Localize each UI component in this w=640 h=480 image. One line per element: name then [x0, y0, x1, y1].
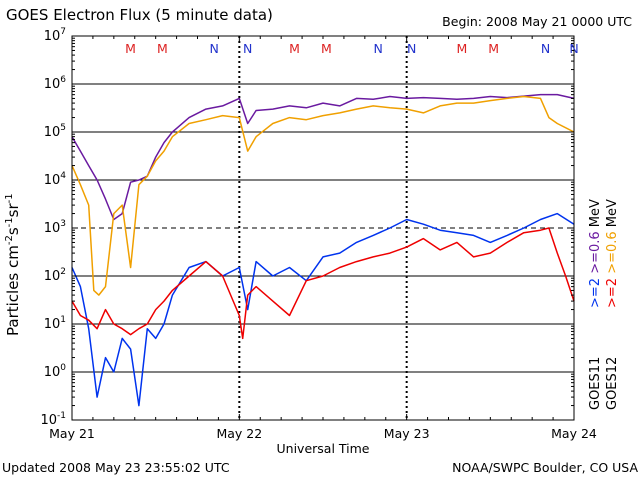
- legend-ge2-goes11: >=2 >=0.6 MeV: [588, 199, 603, 308]
- grid: [72, 36, 574, 420]
- marker-n: N: [243, 41, 252, 56]
- series-line-1: [71, 95, 575, 296]
- y-tick-label: 103: [44, 219, 66, 236]
- marker-m: M: [125, 41, 136, 56]
- y-tick-label: 107: [44, 27, 66, 44]
- y-tick-label: 102: [44, 267, 66, 284]
- series-lines: [71, 93, 575, 407]
- marker-n: N: [374, 41, 383, 56]
- y-tick-label: 105: [44, 123, 66, 140]
- marker-m: M: [456, 41, 467, 56]
- updated-time: Updated 2008 May 23 23:55:02 UTC: [2, 460, 230, 475]
- marker-n: N: [541, 41, 550, 56]
- marker-m: M: [157, 41, 168, 56]
- x-tick-label: May 24: [551, 426, 597, 441]
- series-line-2: [71, 212, 575, 407]
- x-tick-label: May 23: [384, 426, 430, 441]
- marker-m: M: [488, 41, 499, 56]
- y-tick-label: 101: [44, 315, 66, 332]
- marker-n: N: [569, 41, 578, 56]
- legend-goes11: GOES11: [588, 356, 603, 410]
- marker-n: N: [210, 41, 219, 56]
- marker-m: M: [321, 41, 332, 56]
- legend-ge2-goes12: >=2 >=0.6 MeV: [605, 199, 620, 308]
- chart-title: GOES Electron Flux (5 minute data): [6, 6, 273, 24]
- y-tick-label: 104: [44, 171, 67, 188]
- x-axis-label: Universal Time: [277, 441, 370, 456]
- y-axis-label: Particles cm-2s-1sr-1: [4, 193, 22, 336]
- credit-text: NOAA/SWPC Boulder, CO USA: [452, 460, 638, 475]
- series-line-0: [71, 93, 575, 221]
- legend-goes12: GOES12: [605, 356, 620, 410]
- marker-n: N: [407, 41, 416, 56]
- x-tick-label: May 21: [49, 426, 95, 441]
- x-tick-label: May 22: [216, 426, 262, 441]
- y-tick-label: 100: [44, 363, 67, 380]
- marker-m: M: [289, 41, 300, 56]
- begin-time: Begin: 2008 May 21 0000 UTC: [442, 14, 632, 29]
- y-tick-label: 106: [44, 75, 67, 92]
- series-line-3: [71, 227, 575, 340]
